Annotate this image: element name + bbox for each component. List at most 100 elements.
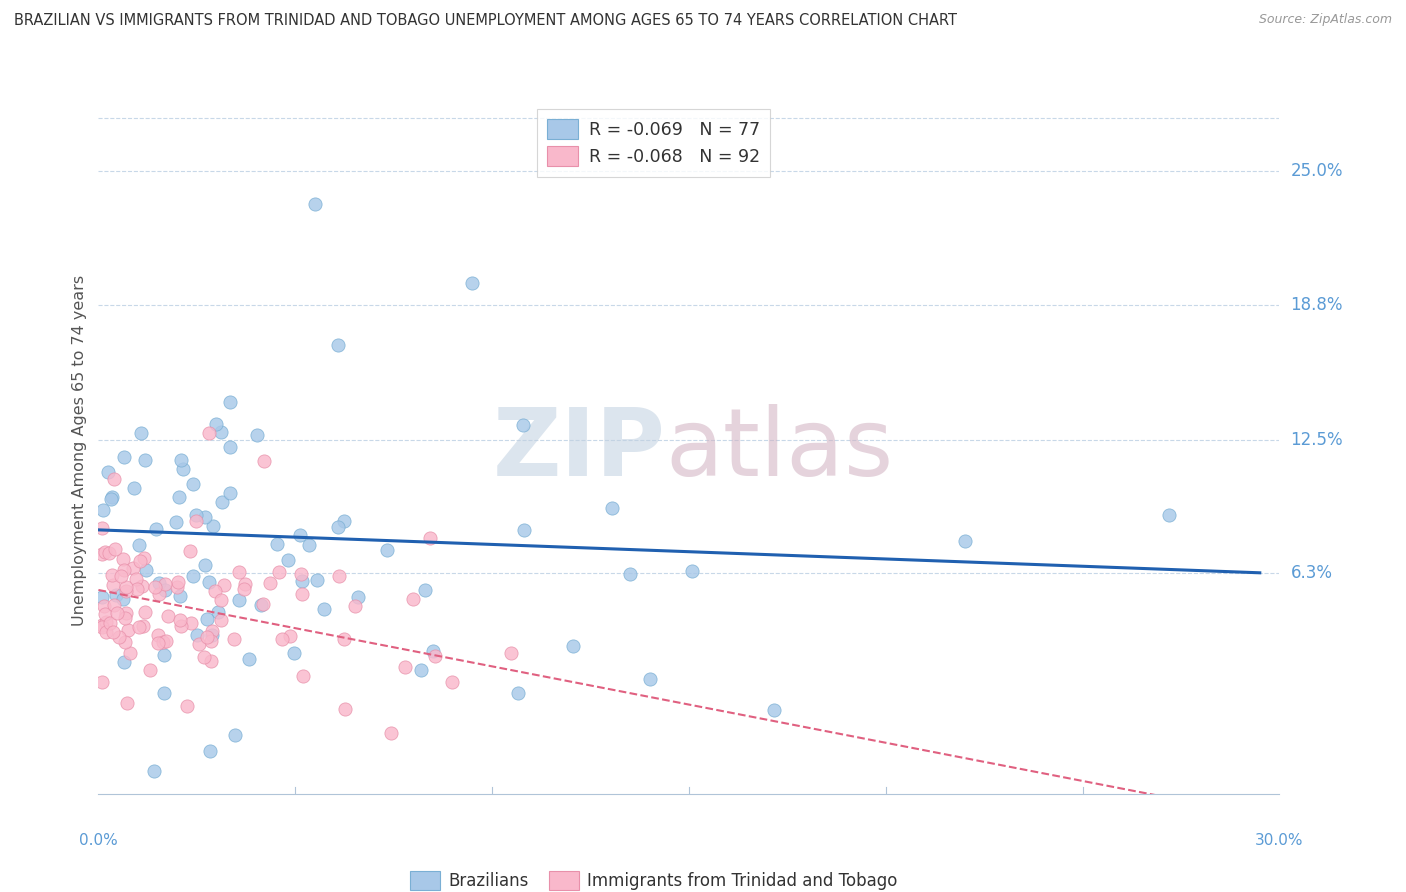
- Point: [103, 472, 125, 486]
- Point: [513, 524, 536, 538]
- Point: [304, 196, 326, 211]
- Point: [423, 648, 446, 663]
- Point: [419, 531, 441, 545]
- Point: [166, 580, 188, 594]
- Point: [512, 418, 534, 433]
- Point: [91, 675, 114, 690]
- Point: [134, 550, 156, 565]
- Text: 12.5%: 12.5%: [1291, 431, 1343, 449]
- Point: [201, 627, 224, 641]
- Point: [252, 597, 274, 611]
- Point: [167, 574, 190, 589]
- Point: [290, 567, 312, 582]
- Point: [346, 590, 368, 604]
- Point: [153, 686, 176, 700]
- Point: [506, 686, 529, 700]
- Point: [180, 616, 202, 631]
- Point: [501, 647, 523, 661]
- Text: 18.8%: 18.8%: [1291, 295, 1343, 313]
- Point: [188, 637, 211, 651]
- Point: [267, 566, 290, 580]
- Point: [125, 572, 148, 586]
- Point: [343, 599, 366, 613]
- Point: [91, 617, 114, 632]
- Point: [170, 452, 193, 467]
- Point: [91, 503, 114, 517]
- Point: [763, 703, 786, 717]
- Point: [148, 587, 170, 601]
- Point: [101, 624, 124, 639]
- Point: [93, 599, 115, 613]
- Point: [228, 593, 250, 607]
- Point: [132, 619, 155, 633]
- Point: [146, 628, 169, 642]
- Point: [111, 552, 134, 566]
- Point: [200, 634, 222, 648]
- Point: [97, 466, 120, 480]
- Point: [152, 634, 174, 648]
- Point: [122, 481, 145, 495]
- Point: [112, 656, 135, 670]
- Point: [181, 569, 204, 583]
- Point: [97, 546, 120, 560]
- Point: [250, 598, 273, 612]
- Point: [638, 672, 661, 686]
- Point: [134, 453, 156, 467]
- Point: [266, 537, 288, 551]
- Point: [222, 632, 245, 647]
- Point: [333, 514, 356, 528]
- Point: [214, 578, 236, 592]
- Point: [107, 607, 129, 621]
- Text: 25.0%: 25.0%: [1291, 162, 1343, 180]
- Point: [401, 592, 423, 607]
- Point: [94, 624, 117, 639]
- Point: [125, 582, 148, 597]
- Point: [176, 699, 198, 714]
- Point: [183, 477, 205, 491]
- Point: [155, 634, 177, 648]
- Point: [143, 580, 166, 594]
- Point: [380, 726, 402, 740]
- Point: [194, 558, 217, 573]
- Point: [413, 582, 436, 597]
- Point: [204, 583, 226, 598]
- Point: [114, 611, 136, 625]
- Point: [146, 636, 169, 650]
- Point: [157, 608, 180, 623]
- Point: [202, 518, 225, 533]
- Point: [112, 592, 135, 607]
- Point: [602, 501, 624, 516]
- Point: [335, 702, 357, 716]
- Point: [205, 417, 228, 431]
- Point: [186, 628, 208, 642]
- Text: atlas: atlas: [665, 404, 894, 497]
- Point: [441, 675, 464, 690]
- Point: [277, 552, 299, 566]
- Point: [235, 577, 257, 591]
- Point: [312, 601, 335, 615]
- Point: [461, 276, 484, 290]
- Point: [198, 744, 221, 758]
- Point: [238, 651, 260, 665]
- Point: [153, 577, 176, 591]
- Point: [561, 639, 583, 653]
- Point: [128, 620, 150, 634]
- Legend: Brazilians, Immigrants from Trinidad and Tobago: Brazilians, Immigrants from Trinidad and…: [404, 864, 904, 892]
- Point: [115, 607, 138, 621]
- Point: [1159, 508, 1181, 522]
- Point: [333, 632, 356, 647]
- Point: [288, 527, 311, 541]
- Point: [197, 426, 219, 441]
- Point: [169, 613, 191, 627]
- Point: [218, 440, 240, 454]
- Point: [170, 619, 193, 633]
- Point: [259, 576, 281, 591]
- Point: [184, 508, 207, 523]
- Point: [619, 566, 641, 581]
- Point: [211, 495, 233, 509]
- Point: [953, 533, 976, 548]
- Text: BRAZILIAN VS IMMIGRANTS FROM TRINIDAD AND TOBAGO UNEMPLOYMENT AMONG AGES 65 TO 7: BRAZILIAN VS IMMIGRANTS FROM TRINIDAD AN…: [14, 13, 957, 29]
- Text: ZIP: ZIP: [492, 404, 665, 497]
- Point: [129, 426, 152, 441]
- Point: [270, 632, 292, 646]
